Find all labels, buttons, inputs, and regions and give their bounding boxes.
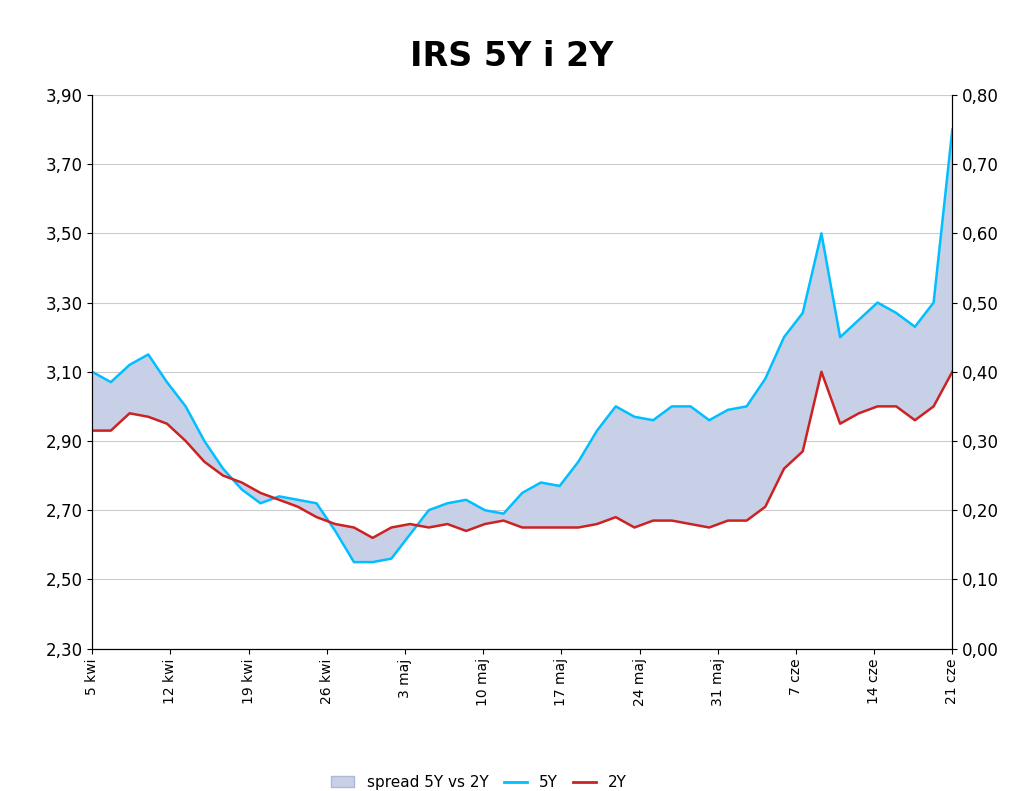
Legend: spread 5Y vs 2Y, 5Y, 2Y: spread 5Y vs 2Y, 5Y, 2Y bbox=[326, 769, 633, 791]
Text: IRS 5Y i 2Y: IRS 5Y i 2Y bbox=[411, 40, 613, 73]
